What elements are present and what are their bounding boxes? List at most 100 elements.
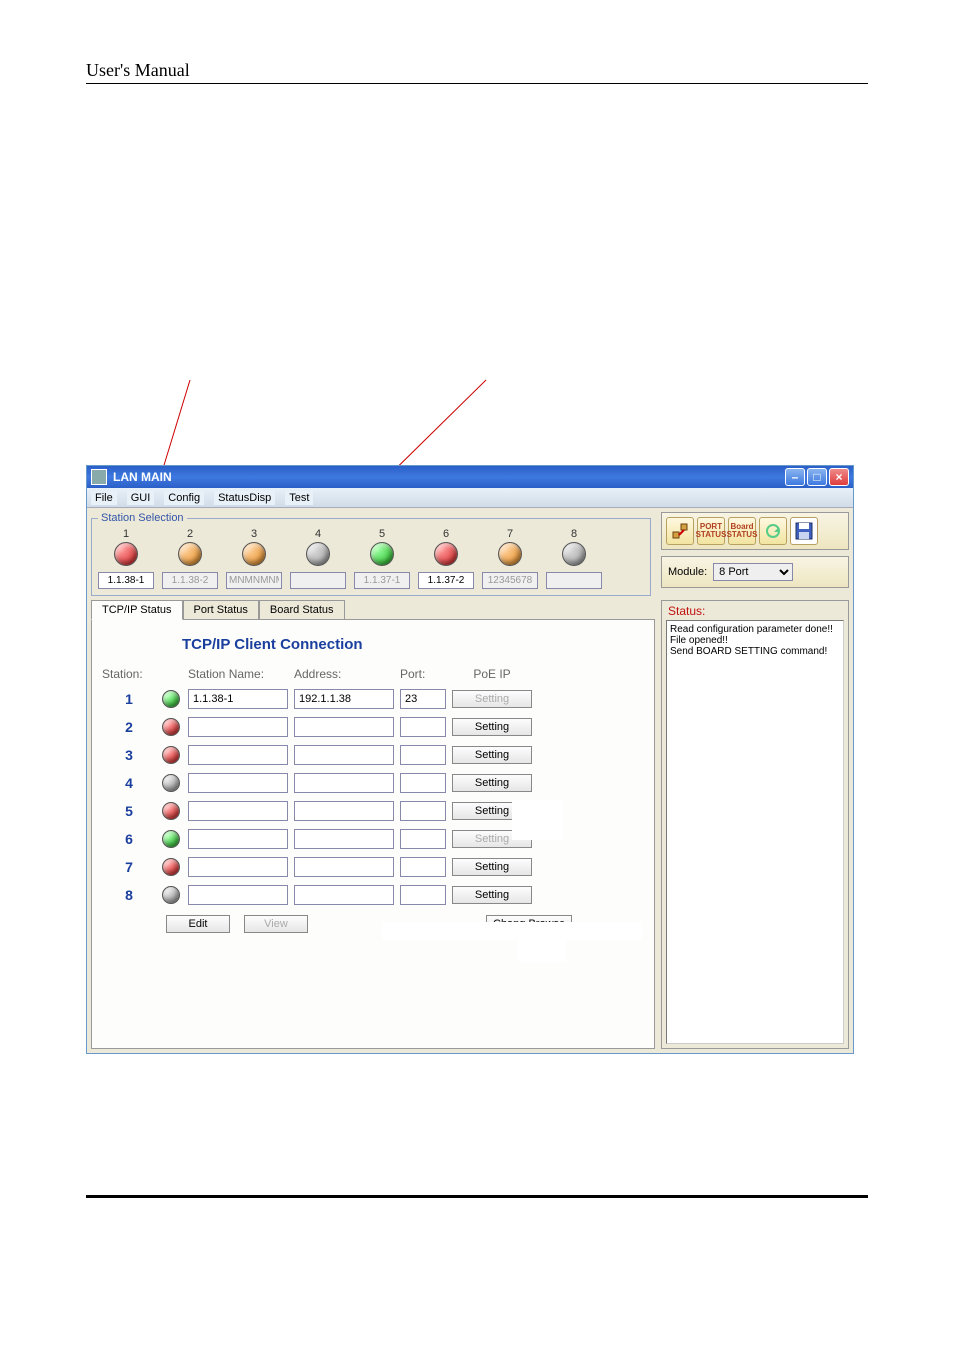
station-input-8[interactable] — [546, 572, 602, 589]
tcp-row-setting-button[interactable]: Setting — [452, 830, 532, 848]
tab-port-status[interactable]: Port Status — [183, 600, 259, 620]
tab-tcpip-status[interactable]: TCP/IP Status — [91, 600, 183, 620]
hdr-name: Station Name: — [188, 667, 288, 681]
station-input-6[interactable] — [418, 572, 474, 589]
tcpip-row: 2 Setting — [102, 717, 644, 737]
refresh-icon[interactable] — [759, 517, 787, 545]
tcp-row-name-input[interactable] — [188, 829, 288, 849]
menu-gui[interactable]: GUI — [127, 491, 155, 505]
station-col: 3 — [226, 528, 282, 566]
tcpip-row: 3 Setting — [102, 745, 644, 765]
tcp-row-name-input[interactable] — [188, 717, 288, 737]
tcp-row-name-input[interactable] — [188, 801, 288, 821]
tcp-row-led — [162, 690, 180, 708]
tcp-row-led — [162, 886, 180, 904]
tcp-row-setting-button[interactable]: Setting — [452, 886, 532, 904]
board-status-icon[interactable]: BoardSTATUS — [728, 517, 756, 545]
minimize-button[interactable]: – — [785, 468, 805, 486]
tcp-row-setting-button[interactable]: Setting — [452, 858, 532, 876]
menu-test[interactable]: Test — [285, 491, 313, 505]
tcpip-row: 4 Setting — [102, 773, 644, 793]
tab-board-status[interactable]: Board Status — [259, 600, 345, 620]
tcp-row-led — [162, 858, 180, 876]
tcpip-row: 7 Setting — [102, 857, 644, 877]
tcp-row-port-input[interactable] — [400, 857, 446, 877]
station-input-2[interactable] — [162, 572, 218, 589]
tcp-row-num: 8 — [102, 887, 156, 903]
menu-statusdisp[interactable]: StatusDisp — [214, 491, 275, 505]
tcp-row-name-input[interactable] — [188, 857, 288, 877]
station-led-4[interactable] — [306, 542, 330, 566]
station-col: 4 — [290, 528, 346, 566]
station-led-2[interactable] — [178, 542, 202, 566]
station-led-1[interactable] — [114, 542, 138, 566]
app-icon — [91, 469, 107, 485]
menu-file[interactable]: File — [91, 491, 117, 505]
tcp-row-address-input[interactable] — [294, 745, 394, 765]
tcp-row-led — [162, 774, 180, 792]
station-led-row: 12345678 — [98, 528, 644, 566]
maximize-button[interactable]: □ — [807, 468, 827, 486]
station-led-6[interactable] — [434, 542, 458, 566]
tcp-row-led — [162, 718, 180, 736]
tcp-row-port-input[interactable] — [400, 745, 446, 765]
tcp-row-name-input[interactable] — [188, 885, 288, 905]
tcp-row-name-input[interactable] — [188, 773, 288, 793]
station-led-3[interactable] — [242, 542, 266, 566]
station-led-7[interactable] — [498, 542, 522, 566]
tcp-row-address-input[interactable] — [294, 717, 394, 737]
tcpip-row: 6Setting — [102, 829, 644, 849]
tcp-row-setting-button[interactable]: Setting — [452, 802, 532, 820]
minimize-glyph: – — [792, 470, 799, 484]
station-col: 7 — [482, 528, 538, 566]
station-input-7[interactable] — [482, 572, 538, 589]
tool-label: PORTSTATUS — [696, 523, 727, 539]
tcp-row-address-input[interactable] — [294, 885, 394, 905]
tcp-row-address-input[interactable] — [294, 829, 394, 849]
menubar: File GUI Config StatusDisp Test — [87, 488, 853, 508]
tcp-row-num: 4 — [102, 775, 156, 791]
station-input-4[interactable] — [290, 572, 346, 589]
station-led-8[interactable] — [562, 542, 586, 566]
view-button[interactable]: View — [244, 915, 308, 933]
tcp-row-setting-button[interactable]: Setting — [452, 718, 532, 736]
station-input-3[interactable] — [226, 572, 282, 589]
station-selection-group: Station Selection 12345678 — [91, 512, 651, 596]
connect-icon[interactable] — [666, 517, 694, 545]
module-select[interactable]: 8 Port — [713, 563, 793, 581]
hdr-poe: PoE IP — [452, 667, 532, 681]
tcp-row-setting-button[interactable]: Setting — [452, 746, 532, 764]
tcp-row-port-input[interactable] — [400, 689, 446, 709]
edit-button[interactable]: Edit — [166, 915, 230, 933]
tcp-row-address-input[interactable] — [294, 801, 394, 821]
tcp-row-port-input[interactable] — [400, 773, 446, 793]
tcpip-row: 5Setting — [102, 801, 644, 821]
station-input-5[interactable] — [354, 572, 410, 589]
tcp-row-num: 3 — [102, 747, 156, 763]
tcp-row-port-input[interactable] — [400, 829, 446, 849]
tcp-row-setting-button[interactable]: Setting — [452, 690, 532, 708]
tcp-row-address-input[interactable] — [294, 857, 394, 877]
tcp-row-name-input[interactable] — [188, 689, 288, 709]
station-input-1[interactable] — [98, 572, 154, 589]
chang-browse-button[interactable]: Chang Browse — [486, 915, 572, 933]
station-led-5[interactable] — [370, 542, 394, 566]
tcp-row-name-input[interactable] — [188, 745, 288, 765]
tcp-row-address-input[interactable] — [294, 689, 394, 709]
tcp-row-port-input[interactable] — [400, 717, 446, 737]
status-label: Status: — [662, 601, 848, 618]
paper-cut-3 — [518, 936, 566, 962]
tcp-row-setting-button[interactable]: Setting — [452, 774, 532, 792]
menu-config[interactable]: Config — [164, 491, 204, 505]
tcp-row-address-input[interactable] — [294, 773, 394, 793]
tcp-row-port-input[interactable] — [400, 885, 446, 905]
tcp-row-num: 7 — [102, 859, 156, 875]
tcpip-row: 1Setting — [102, 689, 644, 709]
hdr-station: Station: — [102, 667, 156, 681]
tcp-row-num: 2 — [102, 719, 156, 735]
save-icon[interactable] — [790, 517, 818, 545]
titlebar[interactable]: LAN MAIN – □ × — [87, 466, 853, 488]
port-status-icon[interactable]: PORTSTATUS — [697, 517, 725, 545]
close-button[interactable]: × — [829, 468, 849, 486]
tcp-row-port-input[interactable] — [400, 801, 446, 821]
